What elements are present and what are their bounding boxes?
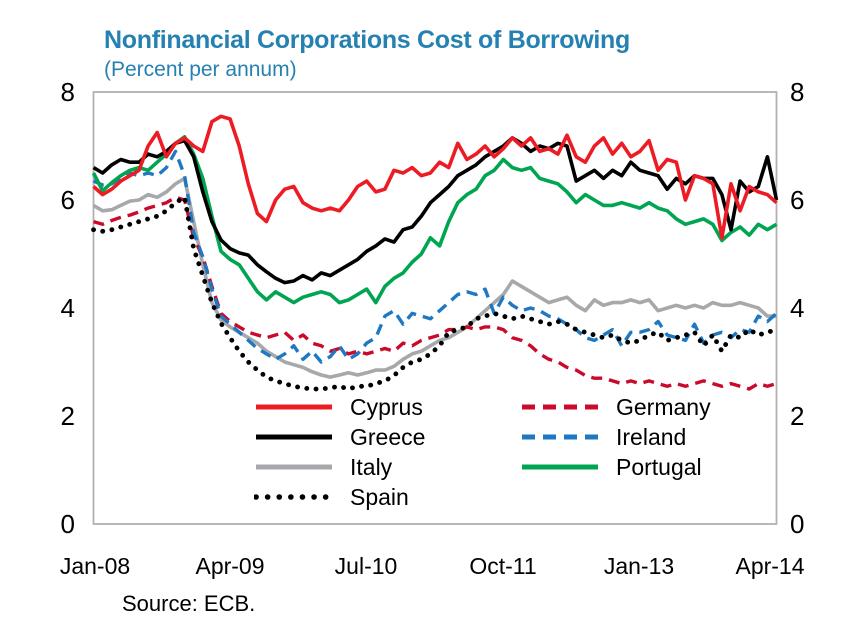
- x-axis-tick-jan-08: Jan-08: [59, 553, 131, 579]
- source-note: Source: ECB.: [122, 591, 256, 616]
- chart-title: Nonfinancial Corporations Cost of Borrow…: [104, 26, 630, 54]
- legend-item-portugal: Portugal: [520, 454, 711, 480]
- y-axis-left-tick-4: 4: [60, 293, 75, 323]
- legend-label-germany: Germany: [616, 393, 711, 420]
- legend-swatch-italy-icon: [256, 464, 332, 470]
- legend-label-cyprus: Cyprus: [350, 393, 423, 420]
- plot-border: [92, 91, 778, 525]
- x-axis-tick-apr-14: Apr-14: [735, 553, 805, 579]
- legend-swatch-portugal-icon: [522, 464, 598, 470]
- series-line-greece: [92, 136, 779, 285]
- legend-swatch-germany-icon: [522, 404, 598, 410]
- series-line-cyprus: [92, 114, 778, 240]
- legend-item-ireland: Ireland: [520, 424, 711, 450]
- chart-subtitle: (Percent per annum): [104, 58, 297, 81]
- legend-swatch-cyprus-icon: [256, 404, 332, 410]
- x-axis-tick-apr-09: Apr-09: [195, 553, 265, 579]
- series-line-italy: [92, 176, 777, 379]
- y-axis-right-tick-4: 4: [790, 293, 805, 323]
- x-axis-tick-jan-13: Jan-13: [603, 553, 675, 579]
- legend-item-greece: Greece: [254, 424, 520, 450]
- legend: Cyprus Germany Greece Ireland Italy Port…: [254, 394, 711, 510]
- y-axis-left-tick-0: 0: [60, 509, 75, 539]
- legend-label-greece: Greece: [350, 423, 426, 450]
- y-axis-left-tick-8: 8: [60, 77, 75, 107]
- legend-label-portugal: Portugal: [616, 453, 702, 480]
- y-axis-left-tick-6: 6: [60, 185, 75, 215]
- series-line-ireland: [92, 149, 778, 364]
- legend-swatch-spain-icon: [254, 494, 334, 500]
- legend-swatch-greece-icon: [256, 434, 332, 440]
- y-axis-right-tick-0: 0: [790, 509, 805, 539]
- legend-label-spain: Spain: [350, 483, 409, 510]
- x-axis-tick-oct-11: Oct-11: [469, 553, 537, 579]
- y-axis-right-tick-2: 2: [790, 401, 805, 431]
- y-axis-right-tick-6: 6: [790, 185, 805, 215]
- legend-label-ireland: Ireland: [616, 423, 687, 450]
- legend-swatch-ireland-icon: [522, 434, 598, 440]
- x-axis-tick-jul-10: Jul-10: [334, 553, 398, 579]
- series-line-spain: [91, 194, 779, 392]
- legend-item-cyprus: Cyprus: [254, 394, 520, 420]
- legend-item-spain: Spain: [254, 484, 520, 510]
- y-axis-left-tick-2: 2: [60, 401, 75, 431]
- legend-item-germany: Germany: [520, 394, 711, 420]
- series-line-portugal: [91, 135, 778, 305]
- legend-label-italy: Italy: [350, 453, 393, 480]
- legend-item-italy: Italy: [254, 454, 520, 480]
- y-axis-right-tick-8: 8: [790, 77, 805, 107]
